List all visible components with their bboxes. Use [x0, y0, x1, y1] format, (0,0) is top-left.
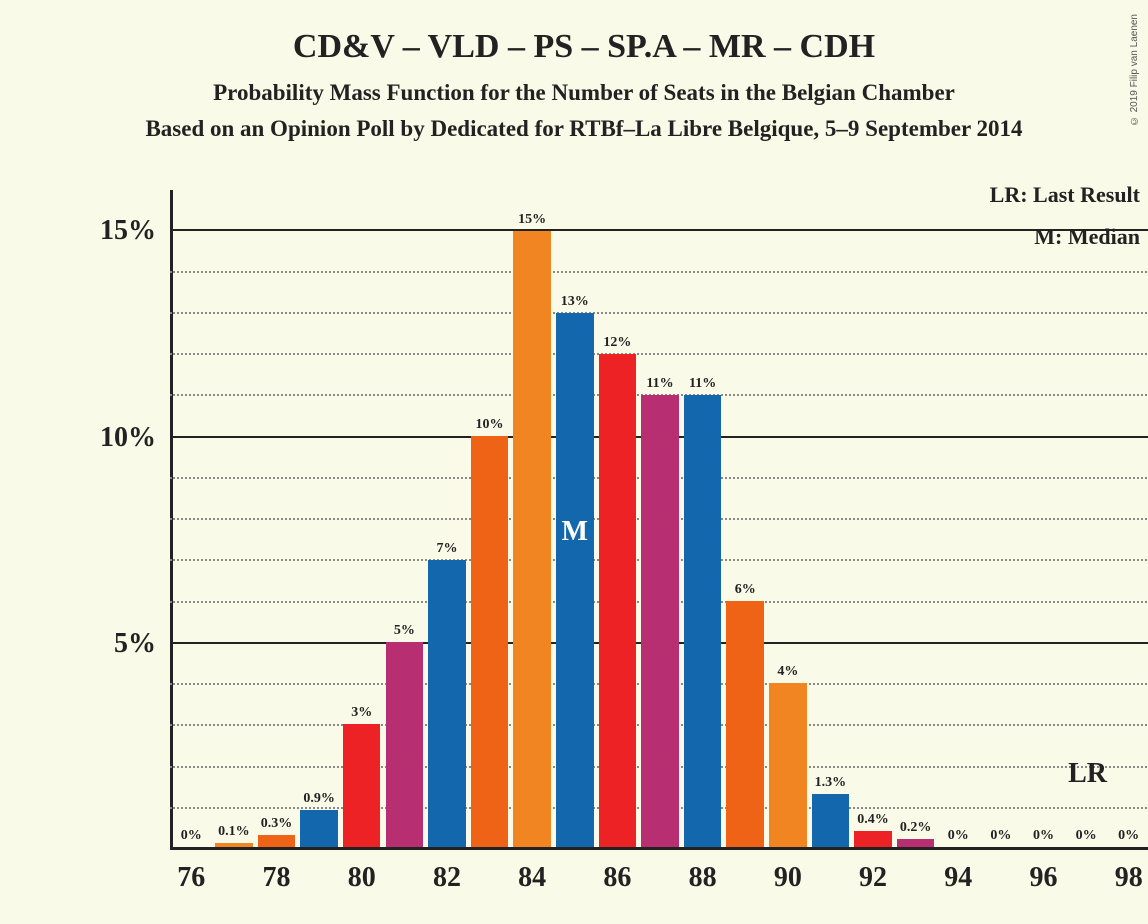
bar-value-label: 7%: [436, 541, 457, 557]
bar-value-label: 0%: [1118, 828, 1139, 844]
x-axis-label: 96: [1029, 862, 1057, 894]
bar: 0.1%: [215, 843, 252, 847]
bar-value-label: 6%: [735, 582, 756, 598]
bar-value-label: 0.4%: [857, 812, 889, 828]
chart-subtitle-1: Probability Mass Function for the Number…: [60, 80, 1108, 106]
grid-minor: [170, 271, 1148, 273]
x-axis-label: 78: [263, 862, 291, 894]
bar: 13%M: [556, 313, 593, 847]
x-axis-label: 80: [348, 862, 376, 894]
x-axis-label: 94: [944, 862, 972, 894]
bar: 15%: [513, 231, 550, 847]
last-result-marker: LR: [1068, 758, 1107, 790]
bar-value-label: 0%: [990, 828, 1011, 844]
y-axis-label: 5%: [114, 628, 156, 660]
bar-value-label: 13%: [561, 294, 589, 310]
bar-value-label: 5%: [394, 623, 415, 639]
legend-median: M: Median: [1034, 224, 1140, 250]
bar-value-label: 0.2%: [900, 820, 932, 836]
x-axis-label: 76: [177, 862, 205, 894]
bar: 11%: [641, 395, 678, 847]
bar: 5%: [386, 642, 423, 847]
bar-value-label: 11%: [689, 376, 716, 392]
bar: 6%: [726, 601, 763, 847]
bar-value-label: 0.3%: [261, 816, 293, 832]
bar: 10%: [471, 436, 508, 847]
bar-value-label: 0%: [181, 828, 202, 844]
bar-value-label: 10%: [476, 417, 504, 433]
bar: 0.9%: [300, 810, 337, 847]
bar: 11%: [684, 395, 721, 847]
plot-area: LR: Last Result M: Median 5%10%15%767880…: [170, 190, 1148, 850]
x-axis-label: 84: [518, 862, 546, 894]
bar-value-label: 15%: [518, 212, 546, 228]
grid-major: [170, 229, 1148, 231]
y-axis-label: 15%: [100, 215, 156, 247]
x-axis: [170, 847, 1148, 850]
bar: 7%: [428, 560, 465, 847]
bar: 0.4%: [854, 831, 891, 847]
bar-value-label: 0%: [948, 828, 969, 844]
y-axis: [170, 190, 173, 850]
chart-subtitle-2: Based on an Opinion Poll by Dedicated fo…: [60, 116, 1108, 142]
bar: 4%: [769, 683, 806, 847]
x-axis-label: 82: [433, 862, 461, 894]
bar-value-label: 11%: [646, 376, 673, 392]
bar: 1.3%: [812, 794, 849, 847]
bar-value-label: 0%: [1076, 828, 1097, 844]
bar-value-label: 12%: [603, 335, 631, 351]
chart-container: CD&V – VLD – PS – SP.A – MR – CDH Probab…: [60, 20, 1108, 894]
bar-value-label: 4%: [777, 664, 798, 680]
bar-value-label: 0.9%: [303, 791, 335, 807]
bar-value-label: 0%: [1033, 828, 1054, 844]
bar: 0.3%: [258, 835, 295, 847]
grid-minor: [170, 312, 1148, 314]
y-axis-label: 10%: [100, 422, 156, 454]
bar-value-label: 3%: [351, 705, 372, 721]
x-axis-label: 92: [859, 862, 887, 894]
copyright-text: © 2019 Filip van Laenen: [1129, 14, 1140, 126]
bar-value-label: 0.1%: [218, 824, 250, 840]
x-axis-label: 86: [603, 862, 631, 894]
bar-value-label: 1.3%: [815, 775, 847, 791]
x-axis-label: 98: [1115, 862, 1143, 894]
bar: 0.2%: [897, 839, 934, 847]
bar: 3%: [343, 724, 380, 847]
grid-minor: [170, 353, 1148, 355]
chart-title: CD&V – VLD – PS – SP.A – MR – CDH: [60, 28, 1108, 66]
legend-last-result: LR: Last Result: [990, 182, 1140, 208]
x-axis-label: 90: [774, 862, 802, 894]
bar: 12%: [599, 354, 636, 847]
x-axis-label: 88: [689, 862, 717, 894]
median-marker: M: [562, 516, 588, 548]
